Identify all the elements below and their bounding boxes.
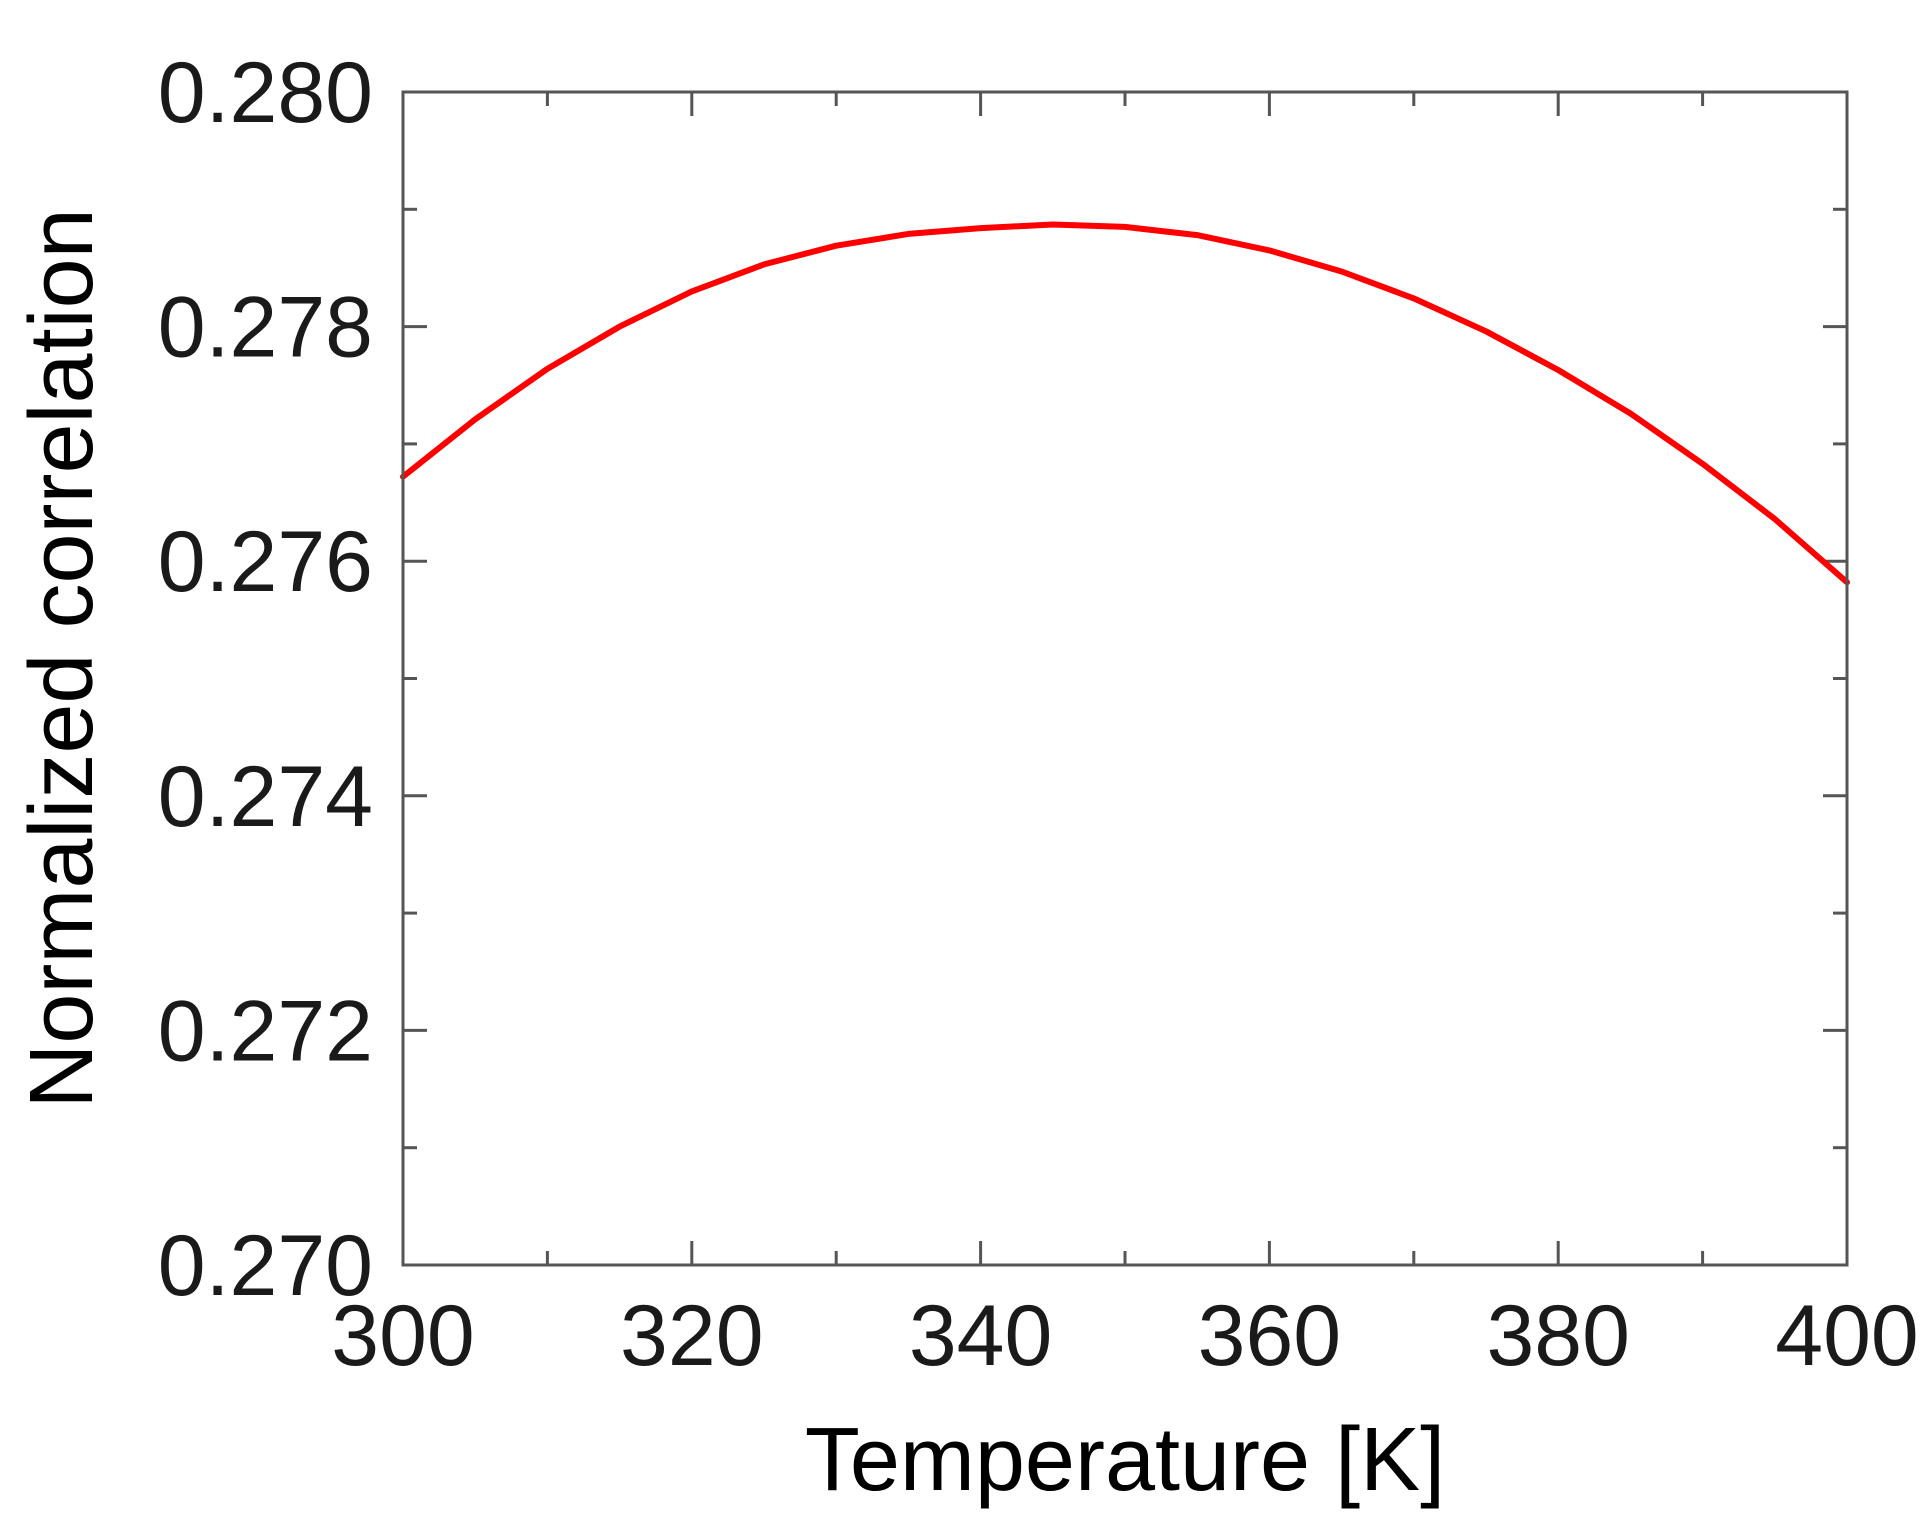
y-axis-label: Normalized correlation [12, 208, 112, 1108]
x-tick-label: 360 [1198, 1288, 1342, 1384]
axis-ticks [401, 90, 1849, 1267]
y-tick-label: 0.270 [158, 1218, 373, 1314]
x-tick-label: 400 [1775, 1288, 1919, 1384]
y-tick-label: 0.274 [158, 749, 373, 845]
plot-frame [401, 90, 1849, 1267]
series-layer [400, 221, 1850, 586]
tick-labels: 300 320 340 360 380 400 0.270 0.272 0.274 0.276 0.… [158, 45, 1919, 1384]
x-tick-label: 340 [909, 1288, 1053, 1384]
y-tick-label: 0.278 [158, 280, 373, 376]
y-tick-label: 0.272 [158, 983, 373, 1079]
series-line [400, 221, 1850, 586]
x-tick-label: 300 [331, 1288, 475, 1384]
x-tick-label: 380 [1486, 1288, 1630, 1384]
x-axis-label: Temperature [K] [805, 1410, 1445, 1510]
x-tick-label: 320 [620, 1288, 764, 1384]
y-tick-label: 0.276 [158, 514, 373, 610]
y-tick-label: 0.280 [158, 45, 373, 141]
